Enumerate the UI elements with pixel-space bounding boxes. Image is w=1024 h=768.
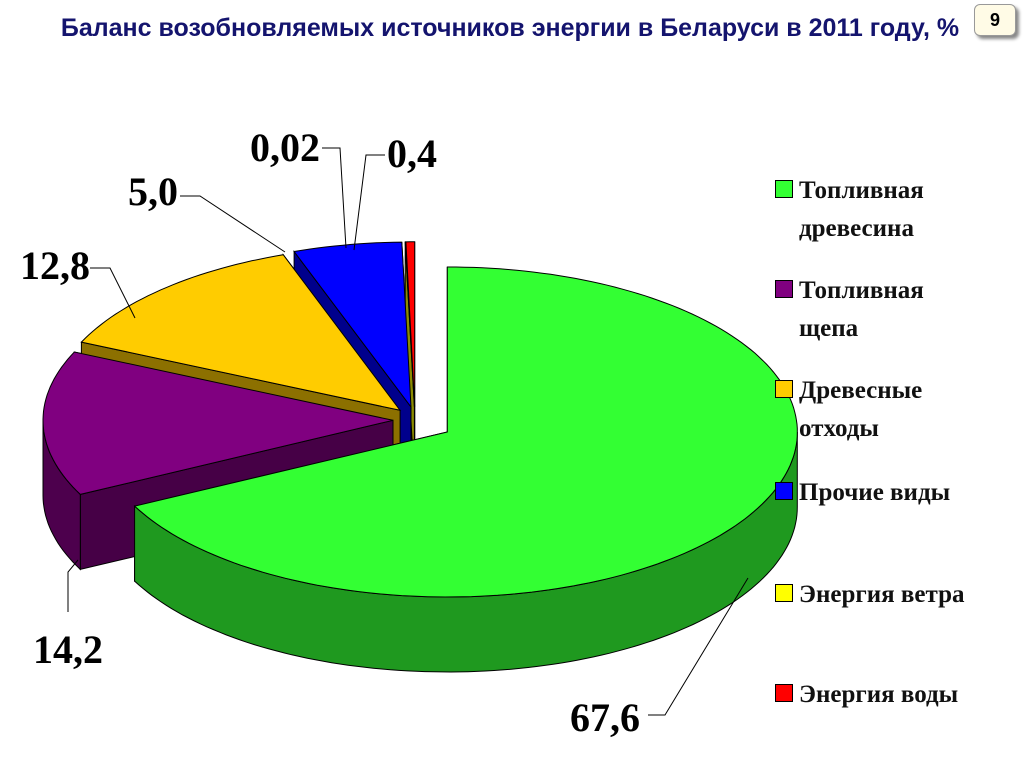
legend-item: Топливная древесина bbox=[775, 172, 1015, 248]
legend-label: Древесные отходы bbox=[799, 377, 923, 442]
legend-item: Древесные отходы bbox=[775, 372, 1015, 448]
legend-label: Энергия ветра bbox=[799, 581, 965, 608]
legend-label: Прочие виды bbox=[799, 479, 951, 506]
legend-item: Энергия ветра bbox=[775, 576, 1015, 614]
slice bbox=[405, 241, 416, 407]
legend-swatch bbox=[775, 584, 793, 602]
leader-line bbox=[67, 559, 79, 612]
slice bbox=[133, 266, 798, 598]
legend-item: Топливная щепа bbox=[775, 272, 1015, 348]
data-label: 0,02 bbox=[250, 125, 320, 170]
legend-swatch bbox=[775, 380, 793, 398]
leader-line bbox=[322, 147, 347, 249]
legend-label: Энергия воды bbox=[799, 681, 959, 708]
slice bbox=[80, 254, 402, 412]
slice bbox=[293, 241, 412, 409]
leader-line bbox=[648, 577, 749, 716]
data-label: 0,4 bbox=[387, 131, 437, 176]
legend-item: Энергия воды bbox=[775, 676, 1015, 714]
legend-label: Топливная древесина bbox=[799, 177, 924, 242]
data-label: 67,6 bbox=[570, 695, 640, 740]
legend-swatch bbox=[775, 280, 793, 298]
leader-line bbox=[353, 154, 385, 251]
leader-line bbox=[90, 267, 136, 319]
chart-title: Баланс возобновляемых источников энергии… bbox=[60, 14, 960, 42]
data-label: 5,0 bbox=[128, 169, 178, 214]
legend-item: Прочие виды bbox=[775, 474, 1015, 512]
data-label: 12,8 bbox=[20, 243, 90, 288]
legend-swatch bbox=[775, 180, 793, 198]
page-number: 9 bbox=[974, 4, 1016, 36]
legend-swatch bbox=[775, 482, 793, 500]
leader-line bbox=[180, 195, 286, 253]
legend-label: Топливная щепа bbox=[799, 277, 924, 342]
data-label: 14,2 bbox=[33, 627, 103, 672]
legend-swatch bbox=[775, 684, 793, 702]
slice bbox=[42, 351, 394, 495]
